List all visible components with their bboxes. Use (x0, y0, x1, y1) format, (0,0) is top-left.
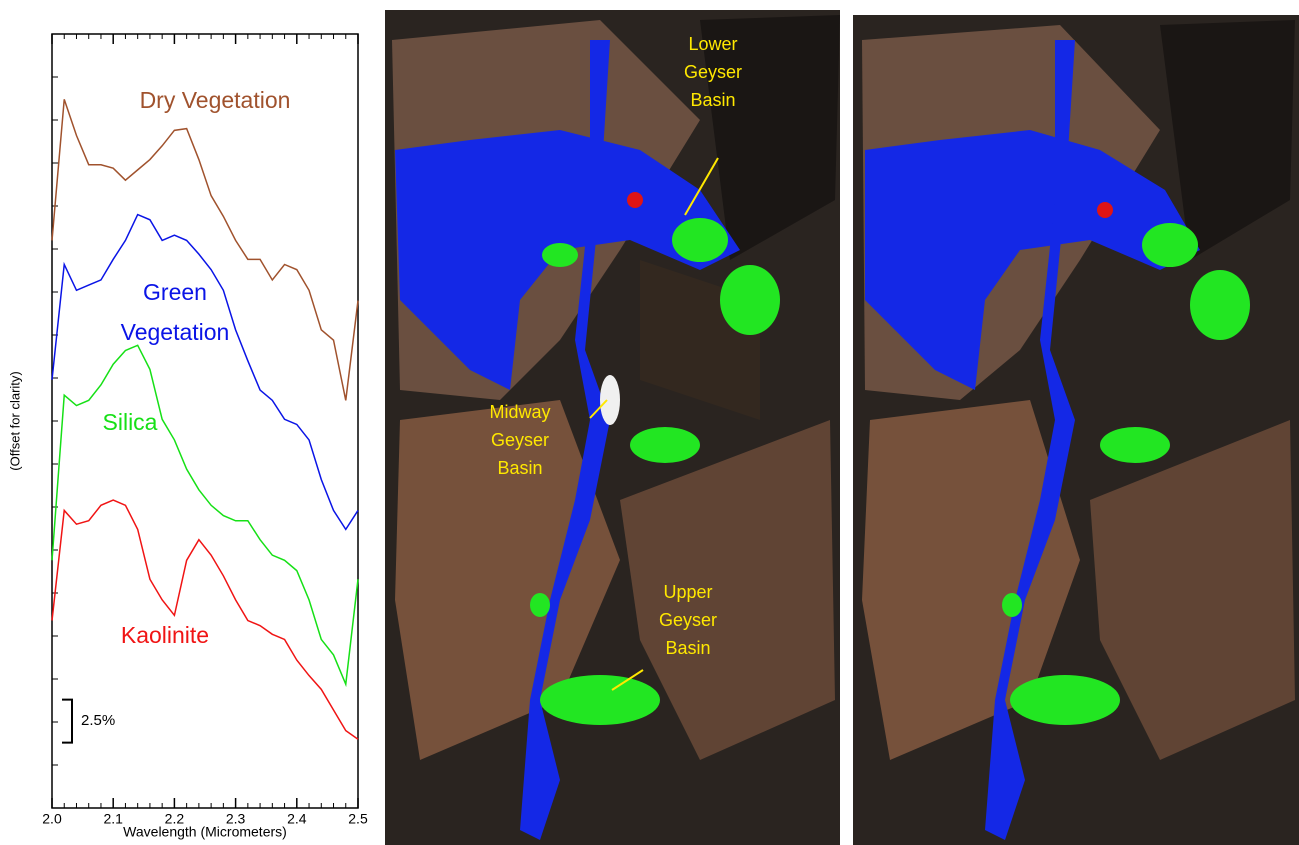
series-label: Kaolinite (95, 615, 235, 655)
series-label: Dry Vegetation (105, 80, 325, 120)
scale-bar (62, 700, 72, 743)
x-axis-label: Wavelength (Micrometers) (123, 824, 287, 840)
x-tick-label: 2.1 (103, 811, 123, 827)
map-image-full-res (385, 10, 840, 845)
map-label: Midway Geyser Basin (480, 398, 560, 482)
spectrum-line (52, 99, 358, 400)
page: {"chart_data": {"type": "line", "xlabel"… (0, 0, 1299, 845)
map-label: Upper Geyser Basin (648, 578, 728, 662)
map-image-coarse (853, 15, 1299, 845)
y-axis-label: (Offset for clarity) (7, 371, 22, 470)
x-tick-label: 2.5 (348, 811, 368, 827)
figure: 2.02.12.22.32.42.5Wavelength (Micrometer… (0, 0, 1299, 845)
map-label: Lower Geyser Basin (673, 30, 753, 114)
spectrum-line (52, 215, 358, 530)
series-label: Silica (85, 402, 175, 442)
x-tick-label: 2.4 (287, 811, 307, 827)
x-tick-label: 2.0 (42, 811, 62, 827)
scale-bar-label: 2.5% (81, 712, 115, 729)
series-label: Green Vegetation (100, 272, 250, 352)
